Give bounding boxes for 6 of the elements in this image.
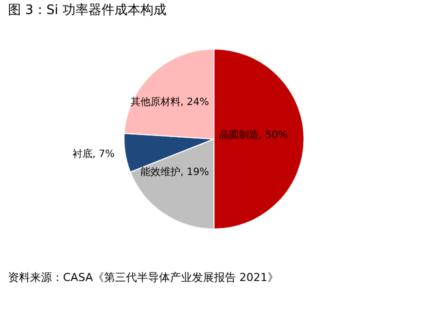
chart-title: 图 3：Si 功率器件成本构成 bbox=[8, 2, 166, 18]
slice-label: 晶圆制造, 50% bbox=[219, 129, 288, 141]
slice-label: 其他原材料, 24% bbox=[130, 96, 209, 108]
slice-label: 衬底, 7% bbox=[72, 148, 115, 160]
slice-label: 能效维护, 19% bbox=[140, 166, 209, 178]
text: 资料来源：CASA《第三代半导体产业发展报告 2021》 bbox=[8, 271, 278, 284]
